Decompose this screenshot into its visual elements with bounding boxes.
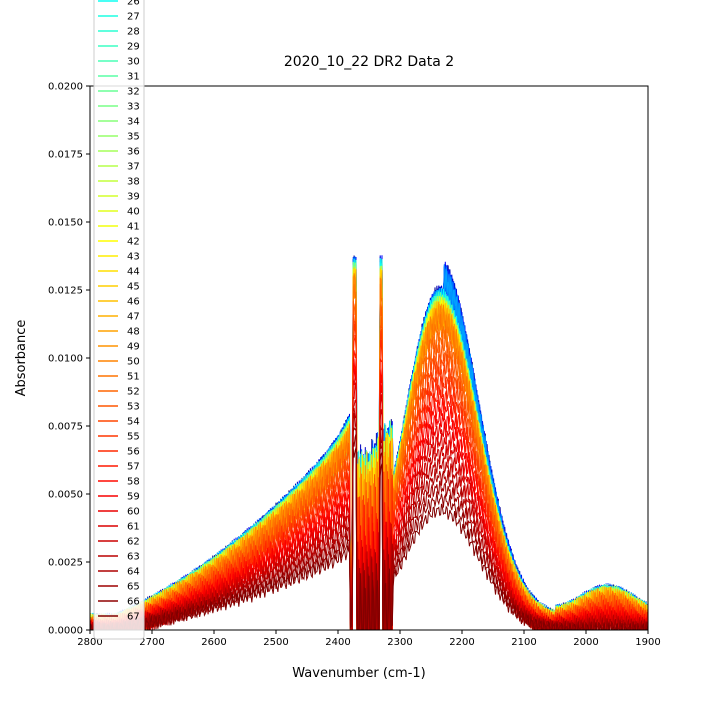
x-tick-label: 2500 xyxy=(263,637,288,648)
legend-label: 33 xyxy=(127,102,140,113)
legend-label: 31 xyxy=(127,72,140,83)
legend-label: 32 xyxy=(127,87,140,98)
legend-label: 38 xyxy=(127,177,140,188)
x-tick-label: 2300 xyxy=(387,637,412,648)
legend-box xyxy=(93,0,145,640)
legend-label: 65 xyxy=(127,582,140,593)
x-tick-label: 2400 xyxy=(325,637,350,648)
x-tick-label: 2800 xyxy=(77,637,102,648)
legend-label: 40 xyxy=(127,207,140,218)
y-axis-title: Absorbance xyxy=(14,320,29,397)
legend-label: 44 xyxy=(127,267,140,278)
legend-label: 43 xyxy=(127,252,140,263)
legend-label: 55 xyxy=(127,432,140,443)
y-tick-label: 0.0100 xyxy=(48,354,83,365)
legend-label: 36 xyxy=(127,147,140,158)
y-tick-label: 0.0025 xyxy=(48,558,83,569)
x-tick-label: 2700 xyxy=(139,637,164,648)
legend-label: 30 xyxy=(127,57,140,68)
legend-label: 46 xyxy=(127,297,140,308)
legend-label: 48 xyxy=(127,327,140,338)
legend-label: 52 xyxy=(127,387,140,398)
y-tick-label: 0.0175 xyxy=(48,150,83,161)
legend-label: 28 xyxy=(127,27,140,38)
legend-label: 67 xyxy=(127,612,140,623)
x-axis: 2800 2700 2600 2500 2400 2300 2200 2100 2000 1900 xyxy=(77,630,661,648)
x-axis-title: Wavenumber (cm-1) xyxy=(292,666,425,681)
legend-label: 47 xyxy=(127,312,140,323)
legend-label: 56 xyxy=(127,447,140,458)
legend: 26 27 28 29 30 31 32 33 34 35 36 37 38 39 40 41 42 43 44 45… xyxy=(93,0,145,640)
y-tick-label: 0.0150 xyxy=(48,218,83,229)
legend-label: 61 xyxy=(127,522,140,533)
x-tick-label: 2200 xyxy=(449,637,474,648)
series-line-67 xyxy=(90,447,648,630)
y-tick-label: 0.0000 xyxy=(48,626,83,637)
legend-label: 63 xyxy=(127,552,140,563)
legend-label: 29 xyxy=(127,42,140,53)
x-tick-label: 1900 xyxy=(635,637,660,648)
legend-label: 27 xyxy=(127,12,140,23)
legend-label: 41 xyxy=(127,222,140,233)
y-tick-label: 0.0075 xyxy=(48,422,83,433)
legend-label: 42 xyxy=(127,237,140,248)
legend-label: 58 xyxy=(127,477,140,488)
x-tick-label: 2100 xyxy=(511,637,536,648)
legend-label: 57 xyxy=(127,462,140,473)
y-tick-label: 0.0050 xyxy=(48,490,83,501)
y-axis: 0.0000 0.0025 0.0050 0.0075 0.0100 0.0125 0.01… xyxy=(48,82,90,637)
chart-title: 2020_10_22 DR2 Data 2 xyxy=(284,54,454,70)
legend-label: 64 xyxy=(127,567,140,578)
legend-label: 60 xyxy=(127,507,140,518)
series-layer xyxy=(90,255,648,630)
legend-label: 59 xyxy=(127,492,140,503)
x-tick-label: 2000 xyxy=(573,637,598,648)
legend-label: 34 xyxy=(127,117,140,128)
legend-label: 45 xyxy=(127,282,140,293)
series-line-40 xyxy=(90,269,648,630)
legend-label: 26 xyxy=(127,0,140,8)
x-tick-label: 2600 xyxy=(201,637,226,648)
series-line-65 xyxy=(90,426,648,630)
legend-label: 51 xyxy=(127,372,140,383)
y-tick-label: 0.0200 xyxy=(48,82,83,93)
legend-label: 66 xyxy=(127,597,140,608)
y-tick-label: 0.0125 xyxy=(48,286,83,297)
legend-label: 50 xyxy=(127,357,140,368)
legend-label: 53 xyxy=(127,402,140,413)
legend-label: 62 xyxy=(127,537,140,548)
legend-label: 37 xyxy=(127,162,140,173)
legend-label: 35 xyxy=(127,132,140,143)
legend-label: 39 xyxy=(127,192,140,203)
series-line-59 xyxy=(90,362,648,630)
legend-label: 54 xyxy=(127,417,140,428)
legend-label: 49 xyxy=(127,342,140,353)
